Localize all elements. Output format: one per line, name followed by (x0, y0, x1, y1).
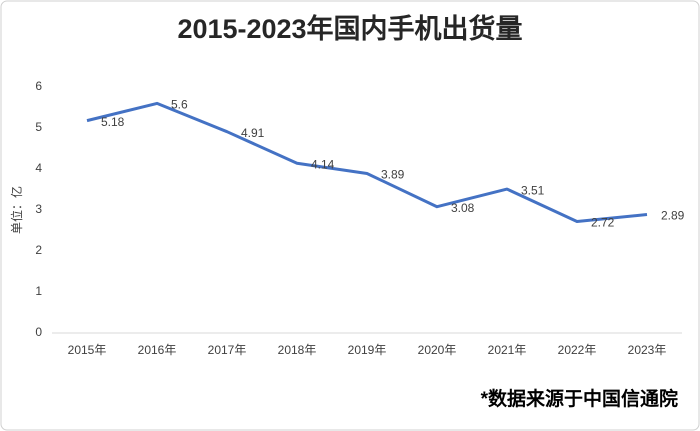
x-tick-label: 2022年 (558, 343, 597, 357)
source-note: *数据来源于中国信通院 (481, 387, 678, 410)
data-label: 2.89 (661, 209, 685, 223)
line-series (86, 101, 648, 223)
x-tick-label: 2020年 (418, 343, 457, 357)
x-tick-label: 2017年 (208, 343, 247, 357)
y-tick-label: 5 (35, 120, 42, 134)
x-tick-label: 2018年 (278, 343, 317, 357)
data-label: 5.6 (171, 98, 188, 112)
x-tick-label: 2023年 (628, 343, 667, 357)
y-tick-label: 3 (35, 202, 42, 216)
y-tick-label: 4 (35, 161, 42, 175)
y-axis-label: 单位：亿 (9, 186, 24, 234)
y-tick-label: 2 (35, 243, 42, 257)
x-tick-label: 2021年 (488, 343, 527, 357)
y-tick-label: 0 (35, 325, 42, 339)
x-tick-label: 2016年 (138, 343, 177, 357)
data-label: 2.72 (591, 216, 615, 230)
data-label: 5.18 (101, 115, 125, 129)
chart-title: 2015-2023年国内手机出货量 (177, 13, 522, 44)
data-label: 3.89 (381, 168, 405, 182)
data-label: 3.51 (521, 183, 545, 197)
y-tick-label: 1 (35, 284, 42, 298)
data-label: 4.14 (311, 157, 335, 171)
data-label: 4.91 (241, 126, 265, 140)
y-tick-label: 6 (35, 79, 42, 93)
x-tick-label: 2015年 (68, 343, 107, 357)
data-label: 3.08 (451, 201, 475, 215)
x-tick-label: 2019年 (348, 343, 387, 357)
